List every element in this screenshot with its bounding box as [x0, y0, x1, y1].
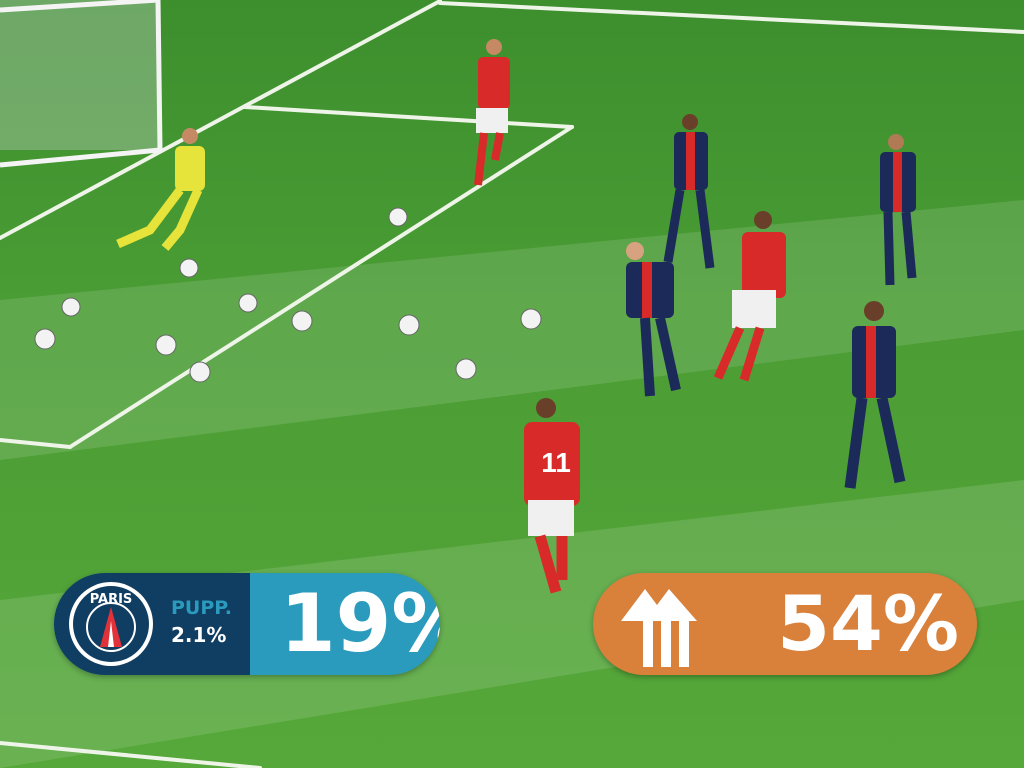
arsenal-stat-overlay: 54% — [593, 573, 977, 675]
psg-percentage: 19% — [280, 577, 440, 670]
pitch-stripes — [0, 200, 1024, 768]
player-red — [474, 39, 510, 186]
house-logo-icon — [621, 589, 697, 667]
arsenal-percentage: 54% — [777, 579, 959, 668]
psg-sub-value: 2.1% — [171, 623, 227, 647]
player-navy — [880, 134, 917, 286]
psg-crest-icon: PARIS — [69, 582, 153, 666]
goalkeeper — [116, 128, 205, 251]
shirt-number: 11 — [541, 447, 571, 478]
psg-label: PUPP. — [171, 597, 232, 619]
player-red-11: 11 — [524, 398, 580, 594]
player-navy — [663, 114, 715, 269]
player-navy — [844, 301, 906, 489]
crest-text: PARIS — [90, 592, 133, 607]
player-red — [713, 211, 786, 382]
players: 11 — [116, 39, 917, 594]
player-navy — [626, 242, 681, 397]
psg-stat-overlay: PARIS PUPP. 2.1% 19% — [54, 573, 440, 675]
balls — [34, 207, 542, 383]
goal-net — [0, 0, 163, 168]
